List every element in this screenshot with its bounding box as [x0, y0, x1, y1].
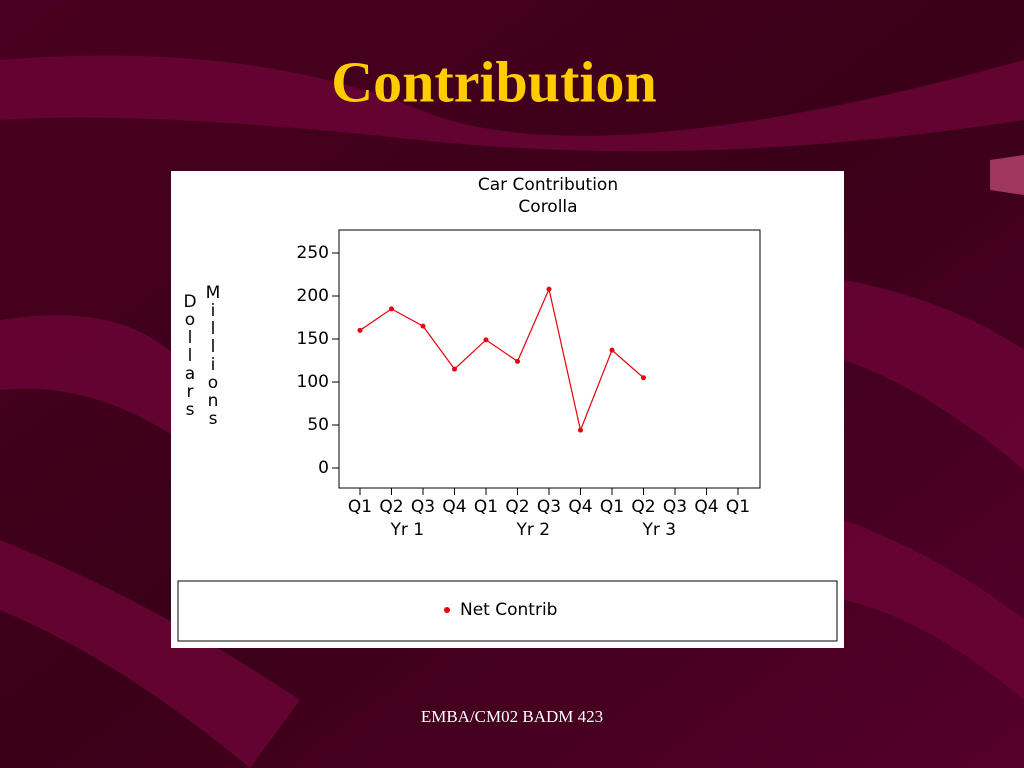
x-group-label: Yr 3 [641, 520, 676, 540]
data-point [420, 323, 426, 329]
footer: EMBA/CM02 BADM 423 [421, 707, 603, 726]
y-tick-label: 200 [297, 286, 329, 306]
data-point [357, 327, 363, 333]
data-point [483, 337, 489, 343]
legend-marker [444, 607, 450, 613]
data-point [641, 375, 646, 381]
data-point [389, 306, 394, 312]
x-group-label: Yr 2 [515, 520, 550, 540]
x-tick-label: Q1 [726, 497, 750, 517]
x-tick-label: Q3 [411, 497, 435, 517]
y-tick-label: 0 [318, 458, 329, 478]
legend-box [177, 580, 838, 642]
x-tick-label: Q2 [631, 497, 655, 517]
chart-subtitle: Corolla [518, 197, 577, 217]
x-tick-label: Q4 [568, 497, 592, 517]
x-tick-label: Q4 [442, 497, 466, 517]
x-tick-label: Q1 [600, 497, 624, 517]
x-tick-label: Q4 [694, 497, 718, 517]
decor [0, 55, 1024, 768]
x-group-label: Yr 1 [389, 520, 424, 540]
series-line [359, 287, 644, 433]
y-axis-label: Millions [203, 283, 223, 427]
data-point [546, 286, 552, 292]
chart-area [171, 171, 844, 648]
slide-title: Contribution [331, 49, 657, 114]
y-tick-label: 150 [297, 329, 329, 349]
x-tick-label: Q3 [537, 497, 561, 517]
chart: Car Contribution Corolla Dollars Million… [171, 171, 844, 648]
chart-title: Car Contribution [478, 175, 618, 195]
data-point [452, 366, 457, 372]
x-tick-label: Q2 [379, 497, 403, 517]
y-tick-label: 100 [297, 372, 329, 392]
y-axis-label: Dollars [180, 292, 200, 418]
y-tick-label: 50 [307, 415, 329, 435]
legend-label: Net Contrib [460, 600, 557, 620]
data-point [515, 358, 520, 364]
data-point [609, 347, 615, 353]
x-tick-label: Q3 [663, 497, 687, 517]
x-tick-label: Q1 [348, 497, 372, 517]
x-tick-label: Q1 [474, 497, 498, 517]
y-tick-label: 250 [297, 243, 329, 263]
data-point [578, 427, 583, 433]
x-tick-label: Q2 [505, 497, 529, 517]
